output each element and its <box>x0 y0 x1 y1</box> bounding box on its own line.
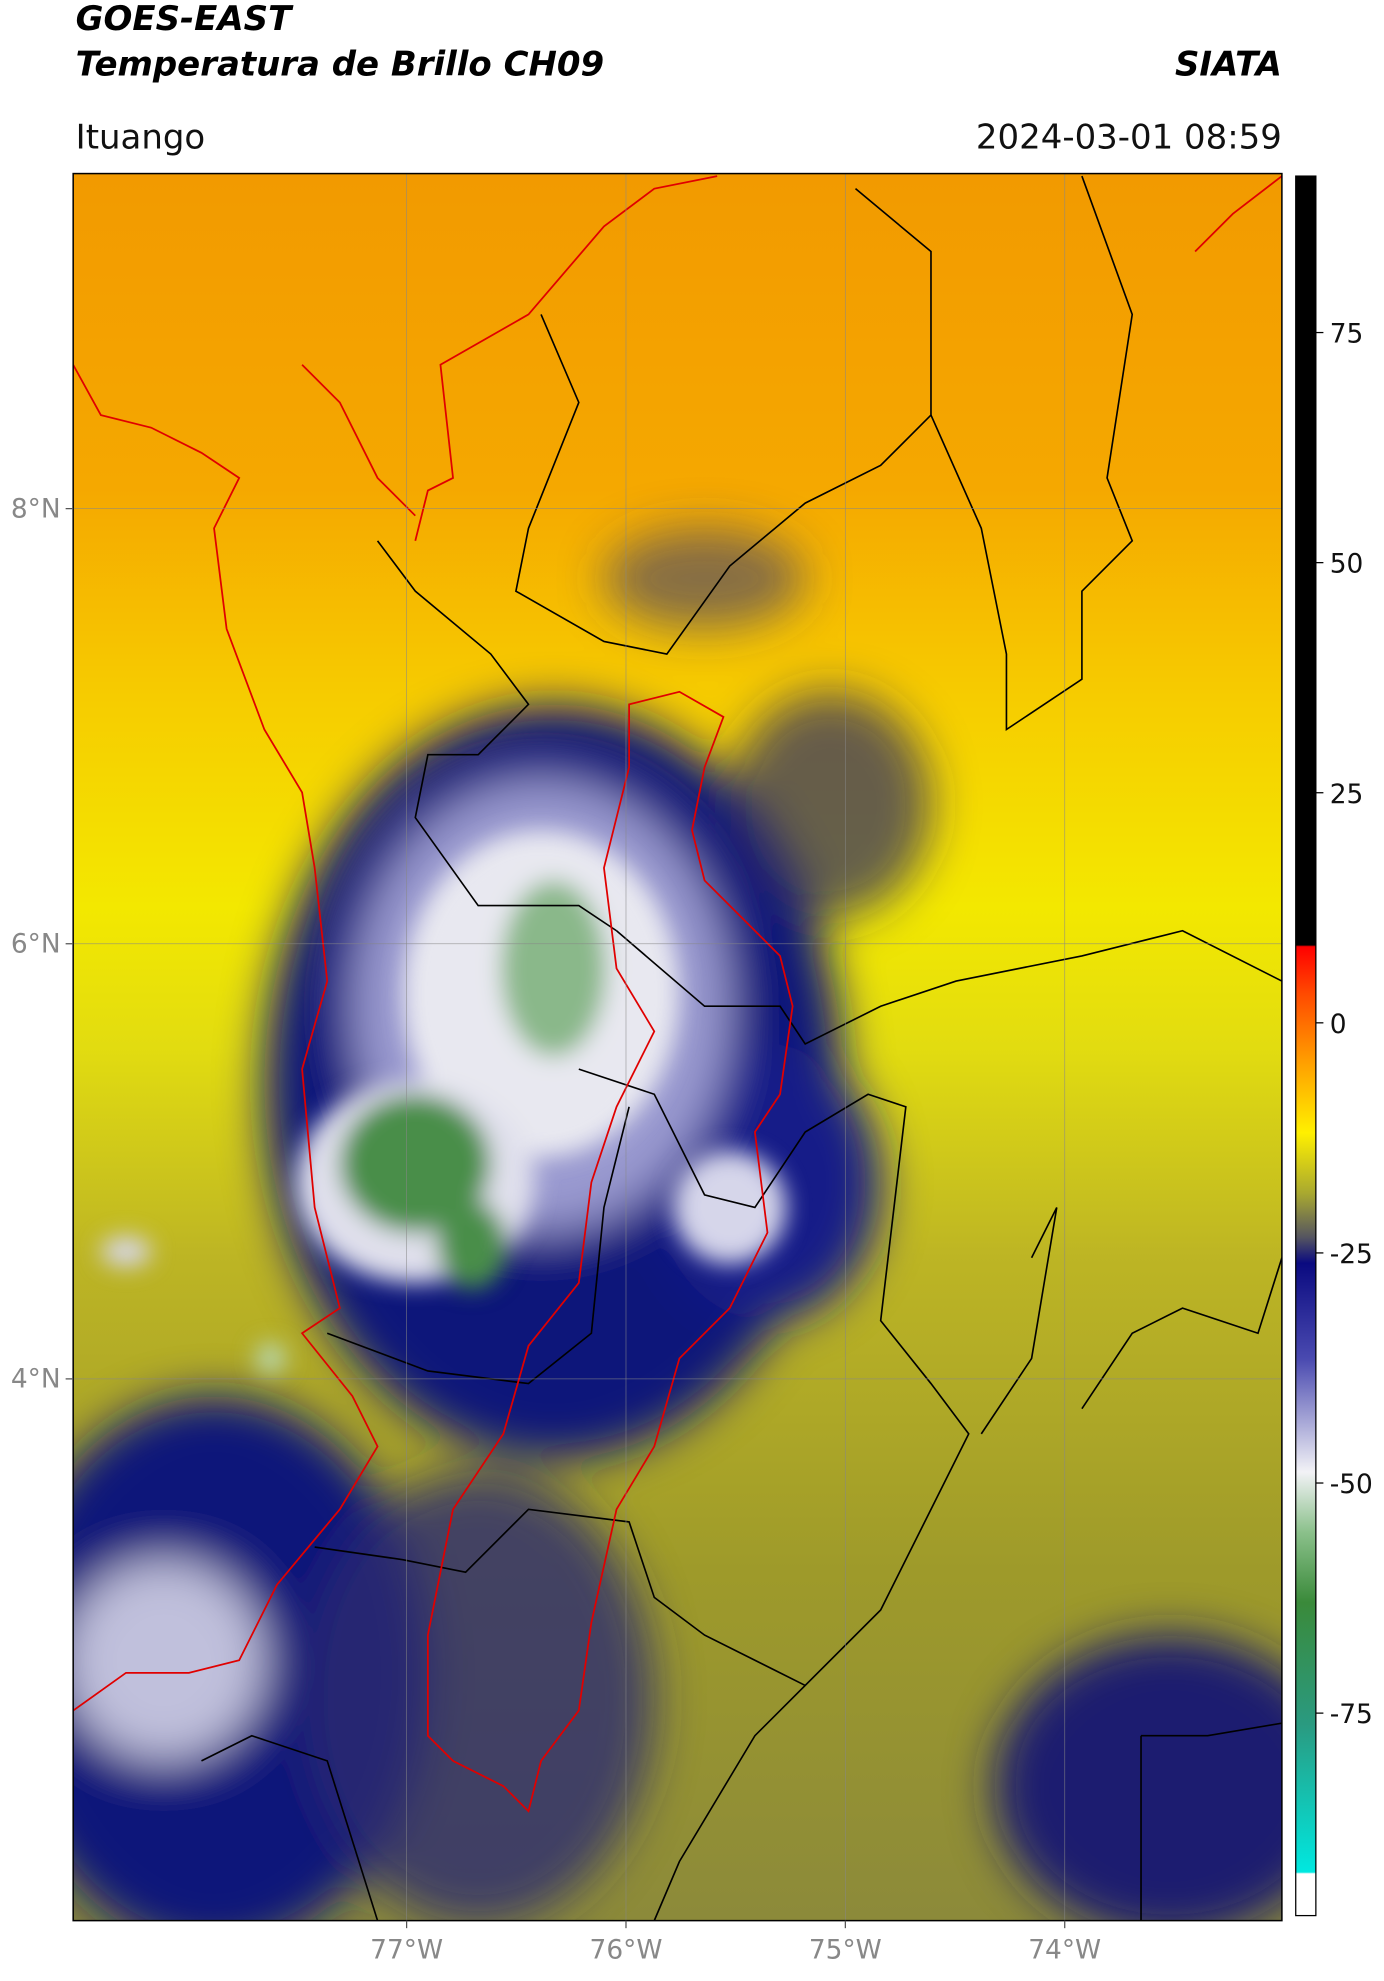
map-frame <box>72 172 1283 1922</box>
colorbar-tick-label: 75 <box>1330 319 1364 350</box>
colorbar-tick-label: 50 <box>1330 549 1364 580</box>
subtitle: Temperatura de Brillo CH09 <box>76 44 604 84</box>
lat-tick-label: 6°N <box>11 929 61 960</box>
colorbar-tick-label: 0 <box>1330 1009 1347 1040</box>
colorbar-tick-label: -75 <box>1330 1699 1373 1730</box>
lon-tick-label: 77°W <box>370 1934 443 1965</box>
colorbar <box>1295 175 1317 1917</box>
lon-tick-label: 76°W <box>590 1934 663 1965</box>
location: Ituango <box>76 117 206 157</box>
lon-tick-label: 74°W <box>1028 1934 1101 1965</box>
lat-tick-label: 8°N <box>11 493 61 524</box>
colorbar-tick-label: -50 <box>1330 1469 1373 1500</box>
timestamp: 2024-03-01 08:59 <box>976 117 1282 157</box>
lat-tick-label: 4°N <box>11 1364 61 1395</box>
colorbar-tick-label: 25 <box>1330 779 1364 810</box>
colorbar-tick-label: -25 <box>1330 1239 1373 1270</box>
lon-tick-label: 75°W <box>809 1934 882 1965</box>
grid <box>73 173 1282 1921</box>
title: GOES-EAST <box>76 0 294 39</box>
source: SIATA <box>1175 44 1282 84</box>
map-image <box>73 173 1282 1921</box>
